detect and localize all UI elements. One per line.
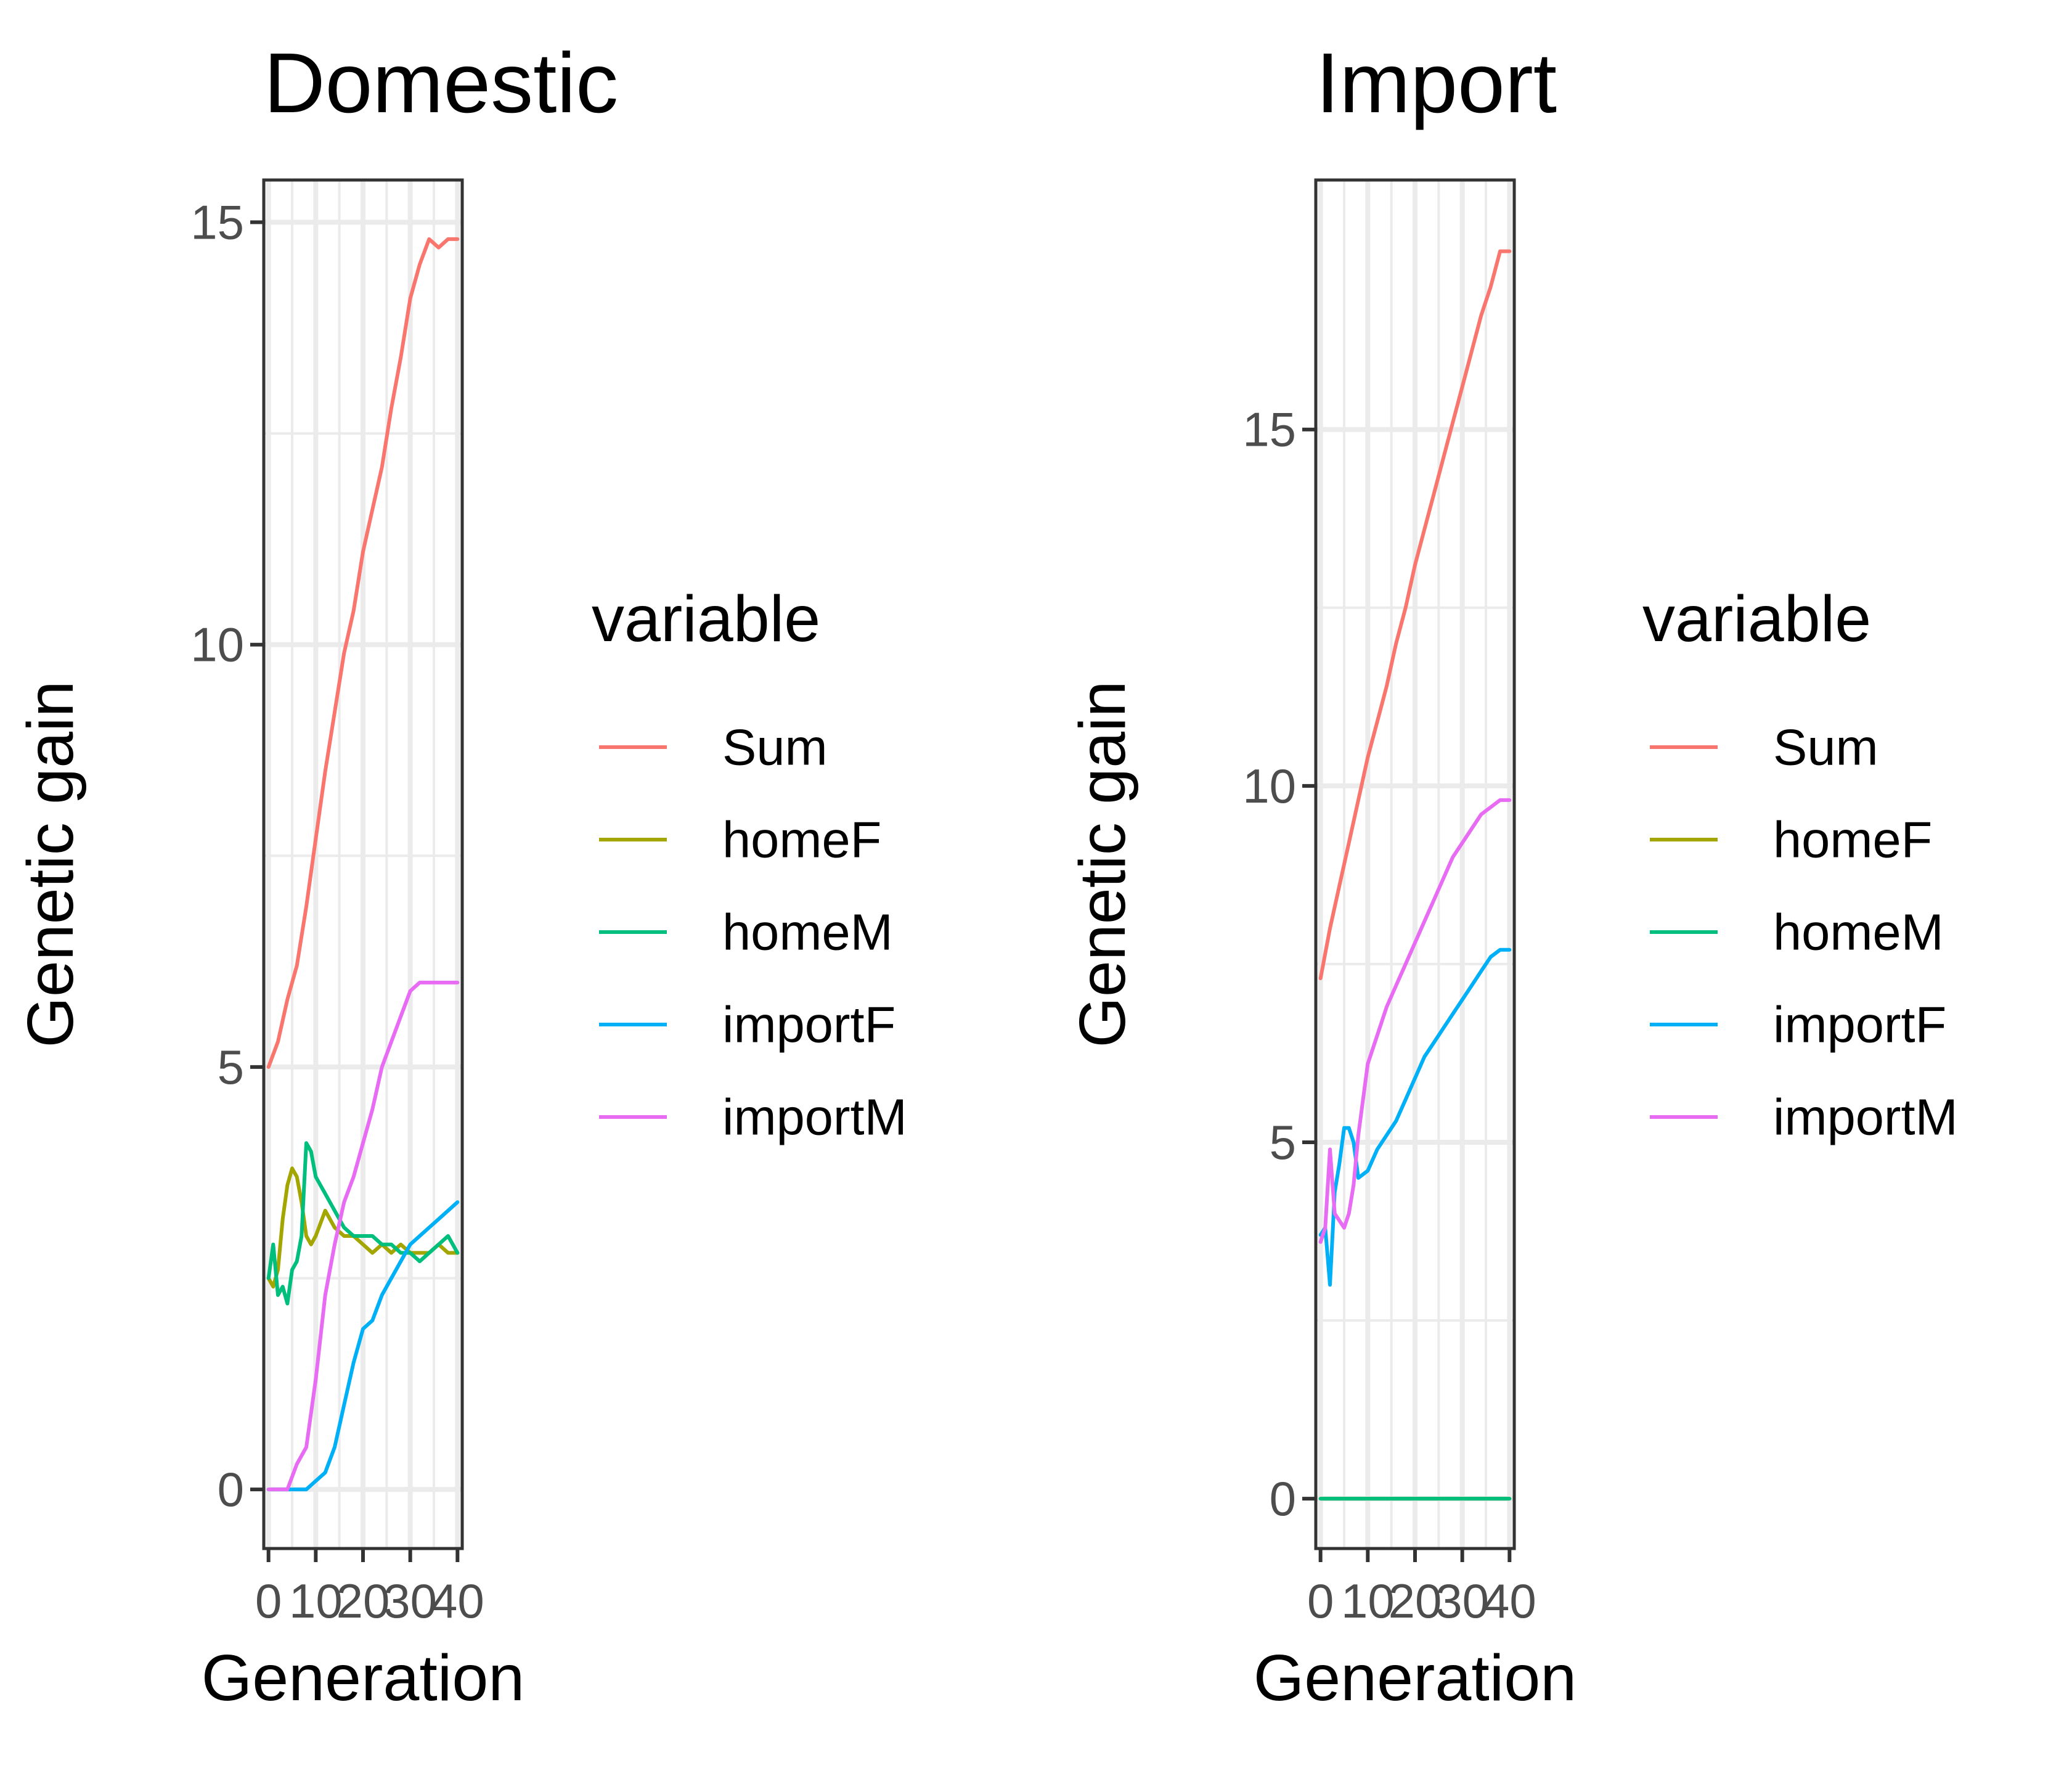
legend-label-sum: Sum	[1773, 719, 1878, 776]
y-tick-label: 0	[1270, 1471, 1296, 1526]
y-tick-label: 15	[190, 195, 244, 250]
legend-label-homef: homeF	[1773, 811, 1932, 869]
y-tick-label: 10	[190, 618, 244, 672]
series-line-homem	[266, 1141, 460, 1306]
panel-title: Import	[1316, 36, 1557, 131]
series-line-importm	[266, 980, 460, 1492]
y-axis-title: Genetic gain	[1066, 681, 1139, 1047]
legend-label-homem: homeM	[722, 904, 893, 961]
y-tick-label: 10	[1242, 759, 1296, 813]
y-tick-label: 15	[1242, 403, 1296, 457]
y-tick-label: 5	[218, 1040, 244, 1094]
x-tick-label: 30	[1435, 1574, 1489, 1628]
legend-label-importm: importM	[722, 1089, 907, 1146]
x-tick-label: 10	[289, 1574, 343, 1628]
legend-label-homef: homeF	[722, 811, 881, 869]
x-tick-label: 40	[431, 1574, 484, 1628]
series-line-importf	[266, 1200, 460, 1492]
x-tick-label: 20	[1389, 1574, 1442, 1628]
x-tick-label: 10	[1341, 1574, 1395, 1628]
x-tick-label: 40	[1483, 1574, 1536, 1628]
series-line-sum	[1318, 249, 1512, 980]
legend-label-importf: importF	[1773, 996, 1946, 1054]
series-line-importm	[1318, 798, 1512, 1244]
legend-label-importf: importF	[722, 996, 895, 1054]
x-tick-label: 0	[255, 1574, 282, 1628]
x-tick-label: 30	[383, 1574, 437, 1628]
legend-title: variable	[592, 583, 820, 655]
series-line-sum	[266, 237, 460, 1069]
legend-label-homem: homeM	[1773, 904, 1944, 961]
y-axis-title: Genetic gain	[14, 681, 87, 1047]
legend-title: variable	[1642, 583, 1871, 655]
x-tick-label: 0	[1307, 1574, 1334, 1628]
legend-label-sum: Sum	[722, 719, 828, 776]
legend-label-importm: importM	[1773, 1089, 1958, 1146]
y-tick-label: 0	[218, 1462, 244, 1516]
panel-title: Domestic	[264, 36, 618, 131]
series-line-importf	[1318, 947, 1512, 1287]
x-tick-label: 20	[336, 1574, 390, 1628]
x-axis-title: Generation	[1254, 1642, 1576, 1714]
x-axis-title: Generation	[202, 1642, 524, 1714]
y-tick-label: 5	[1270, 1115, 1296, 1169]
